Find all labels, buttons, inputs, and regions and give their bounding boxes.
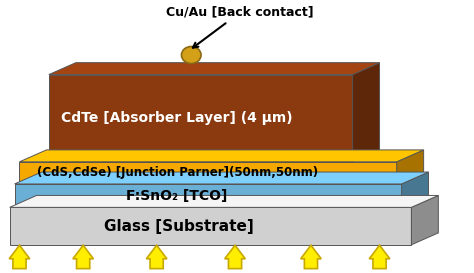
- Text: (CdS,CdSe) [Junction Parner](50nm,50nm): (CdS,CdSe) [Junction Parner](50nm,50nm): [37, 166, 319, 179]
- Polygon shape: [401, 172, 428, 207]
- Polygon shape: [9, 195, 438, 207]
- Polygon shape: [146, 245, 167, 269]
- Polygon shape: [19, 162, 397, 184]
- Polygon shape: [411, 195, 438, 245]
- Polygon shape: [73, 245, 93, 269]
- Polygon shape: [369, 245, 390, 269]
- Polygon shape: [15, 172, 428, 184]
- Polygon shape: [9, 207, 411, 245]
- Polygon shape: [15, 184, 401, 207]
- Polygon shape: [49, 75, 353, 162]
- Polygon shape: [49, 63, 380, 75]
- Text: CdTe [Absorber Layer] (4 μm): CdTe [Absorber Layer] (4 μm): [61, 111, 292, 125]
- Text: Cu/Au [Back contact]: Cu/Au [Back contact]: [166, 6, 314, 48]
- Polygon shape: [225, 245, 246, 269]
- Polygon shape: [301, 245, 321, 269]
- Circle shape: [182, 46, 201, 64]
- Polygon shape: [19, 150, 424, 162]
- Polygon shape: [353, 63, 380, 162]
- Text: F:SnO₂ [TCO]: F:SnO₂ [TCO]: [127, 189, 228, 203]
- Text: Glass [Substrate]: Glass [Substrate]: [103, 219, 253, 234]
- Polygon shape: [397, 150, 424, 184]
- Polygon shape: [9, 245, 30, 269]
